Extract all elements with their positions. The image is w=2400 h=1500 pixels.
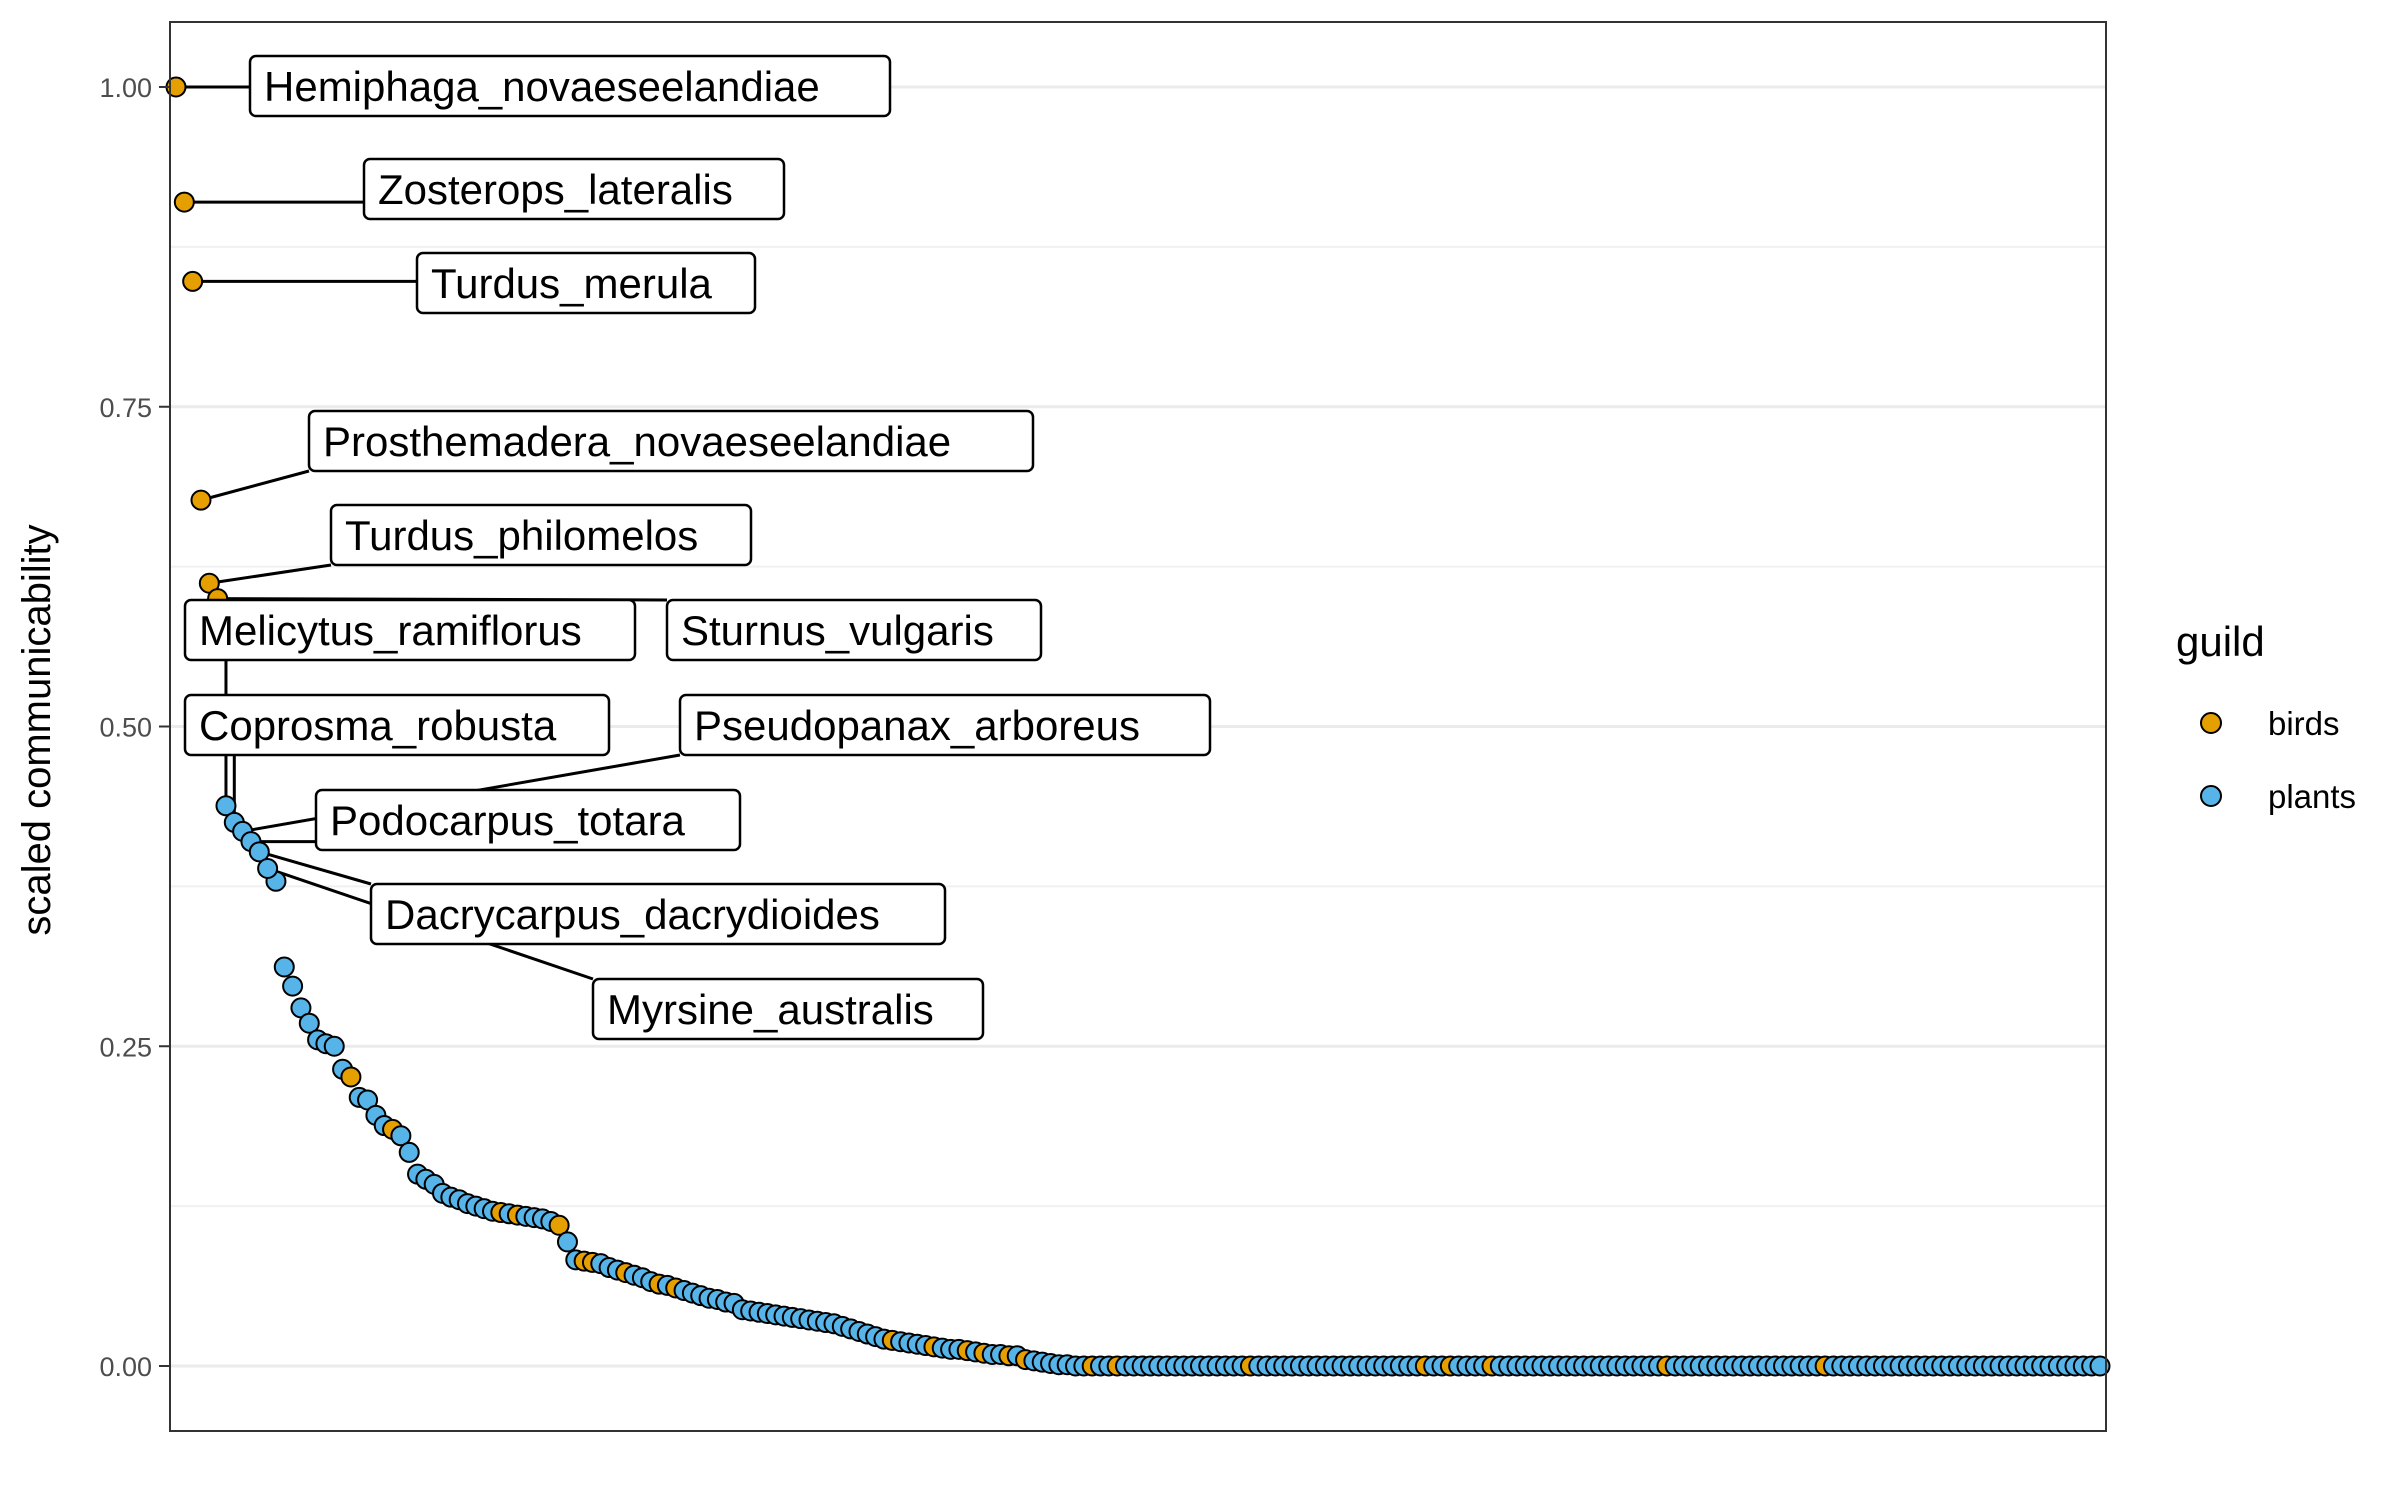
y-axis-title: scaled communicability	[15, 524, 59, 935]
label-text: Melicytus_ramiflorus	[199, 607, 582, 654]
data-point-plants	[556, 1231, 578, 1253]
point-label-myrsine-australis: Myrsine_australis	[591, 977, 985, 1041]
point-label-melicytus-ramiflorus: Melicytus_ramiflorus	[183, 598, 637, 662]
y-axis: 0.00 0.25 0.50 0.75 1.00	[99, 73, 170, 1382]
label-box	[591, 977, 985, 1041]
leader-line-turdus-philomelos	[209, 563, 332, 585]
data-point-birds	[340, 1066, 362, 1088]
data-point-plants	[298, 1012, 320, 1034]
label-box	[362, 157, 786, 221]
data-point-dacrycarpus-dacrydioides	[248, 841, 270, 863]
point-label-turdus-merula: Turdus_merula	[415, 251, 757, 315]
label-text: Coprosma_robusta	[199, 702, 557, 749]
data-point-plants	[390, 1125, 412, 1147]
data-point-myrsine-australis	[257, 857, 279, 879]
point-label-sturnus-vulgaris: Sturnus_vulgaris	[665, 598, 1043, 662]
label-box	[248, 54, 892, 118]
leader-line-prosthemadera-novaeseelandiae	[200, 469, 310, 502]
data-point-plants	[323, 1035, 345, 1057]
legend-key-birds	[2200, 712, 2222, 734]
label-box	[678, 693, 1212, 757]
data-point-plants	[273, 956, 295, 978]
label-box	[369, 882, 947, 946]
data-points	[165, 76, 2111, 1377]
data-point-plants	[282, 975, 304, 997]
label-text: Turdus_philomelos	[345, 512, 698, 559]
label-box	[665, 598, 1043, 662]
label-box	[183, 598, 637, 662]
data-point-plants	[398, 1141, 420, 1163]
point-label-hemiphaga-novaeseelandiae: Hemiphaga_novaeseelandiae	[248, 54, 892, 118]
data-point-birds	[548, 1214, 570, 1236]
legend-label-birds: birds	[2268, 705, 2340, 742]
label-text: Podocarpus_totara	[330, 797, 686, 844]
point-label-coprosma-robusta: Coprosma_robusta	[183, 693, 611, 757]
label-box	[329, 503, 753, 567]
legend: guild birds plants	[2176, 618, 2356, 815]
y-tick-label: 0.25	[99, 1032, 152, 1062]
label-text: Prosthemadera_novaeseelandiae	[323, 418, 951, 465]
point-label-turdus-philomelos: Turdus_philomelos	[329, 503, 753, 567]
point-label-prosthemadera-novaeseelandiae: Prosthemadera_novaeseelandiae	[307, 409, 1035, 473]
data-point-turdus-merula	[182, 270, 204, 292]
label-text: Pseudopanax_arboreus	[694, 702, 1140, 749]
label-box	[314, 788, 742, 852]
data-point-plants	[2089, 1355, 2111, 1377]
data-point-zosterops-lateralis	[173, 191, 195, 213]
y-tick-label: 0.50	[99, 713, 152, 743]
label-text: Hemiphaga_novaeseelandiae	[264, 63, 820, 110]
y-tick-label: 1.00	[99, 73, 152, 103]
legend-title: guild	[2176, 618, 2265, 665]
label-text: Dacrycarpus_dacrydioides	[385, 891, 880, 938]
data-point-melicytus-ramiflorus	[215, 795, 237, 817]
data-point-prosthemadera-novaeseelandiae	[190, 489, 212, 511]
label-text: Turdus_merula	[431, 260, 713, 307]
label-text: Zosterops_lateralis	[378, 166, 733, 213]
y-tick-label: 0.00	[99, 1352, 152, 1382]
label-box	[415, 251, 757, 315]
label-text: Sturnus_vulgaris	[681, 607, 994, 654]
label-text: Myrsine_australis	[607, 986, 934, 1033]
legend-label-plants: plants	[2268, 778, 2356, 815]
point-label-zosterops-lateralis: Zosterops_lateralis	[362, 157, 786, 221]
point-labels: Hemiphaga_novaeseelandiae Zosterops_later…	[183, 54, 1212, 1041]
point-label-pseudopanax-arboreus: Pseudopanax_arboreus	[678, 693, 1212, 757]
legend-key-plants	[2200, 785, 2222, 807]
label-box	[183, 693, 611, 757]
label-box	[307, 409, 1035, 473]
y-tick-label: 0.75	[99, 393, 152, 423]
point-label-podocarpus-totara: Podocarpus_totara	[314, 788, 742, 852]
leader-line-dacrycarpus-dacrydioides	[258, 850, 372, 886]
point-label-dacrycarpus-dacrydioides: Dacrycarpus_dacrydioides	[369, 882, 947, 946]
